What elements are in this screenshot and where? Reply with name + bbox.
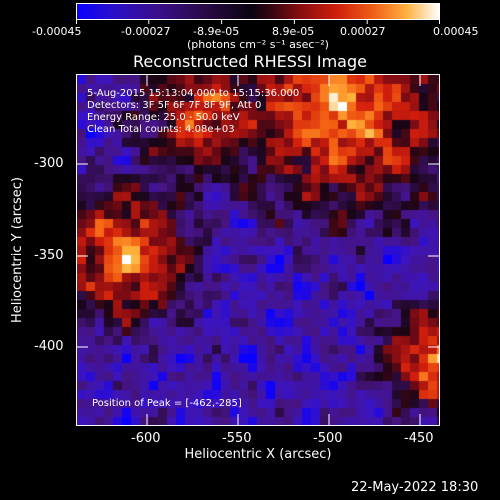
x-tick-label: -450 — [404, 431, 434, 446]
overlay-energy-range: Energy Range: 25.0 - 50.0 keV — [87, 112, 240, 123]
x-axis-label: Heliocentric X (arcsec) — [184, 447, 332, 462]
colorbar-tick-label: 0.00045 — [433, 25, 479, 38]
colorbar — [76, 3, 440, 20]
plot-title: Reconstructed RHESSI Image — [133, 52, 367, 71]
colorbar-tick-label: 8.9e-05 — [272, 25, 315, 38]
colorbar-tick-label: -0.00045 — [32, 25, 82, 38]
overlay-peak-position: Position of Peak = [-462,-285] — [92, 398, 242, 409]
rhessi-image — [77, 75, 439, 425]
image-plot — [76, 74, 440, 426]
overlay-detectors: Detectors: 3F 5F 6F 7F 8F 9F, Att 0 — [87, 100, 262, 111]
colorbar-ticks — [76, 19, 440, 24]
y-tick-label: -300 — [34, 156, 64, 171]
colorbar-units: (photons cm⁻² s⁻¹ asec⁻²) — [187, 38, 329, 51]
y-axis-label: Heliocentric Y (arcsec) — [10, 177, 25, 323]
footer-timestamp: 22-May-2022 18:30 — [351, 480, 479, 495]
overlay-time-range: 5-Aug-2015 15:13:04.000 to 15:15:36.000 — [87, 88, 300, 99]
overlay-clean-counts: Clean Total counts: 4.08e+03 — [87, 124, 235, 135]
x-tick-label: -600 — [131, 431, 161, 446]
y-tick-label: -400 — [34, 339, 64, 354]
axis-ticks — [76, 74, 440, 426]
colorbar-tick-label: -0.00027 — [121, 25, 171, 38]
colorbar-tick-label: -8.9e-05 — [193, 25, 240, 38]
colorbar-tick-label: 0.00027 — [340, 25, 386, 38]
x-tick-label: -500 — [313, 431, 343, 446]
y-tick-label: -350 — [34, 248, 64, 263]
x-tick-label: -550 — [222, 431, 252, 446]
